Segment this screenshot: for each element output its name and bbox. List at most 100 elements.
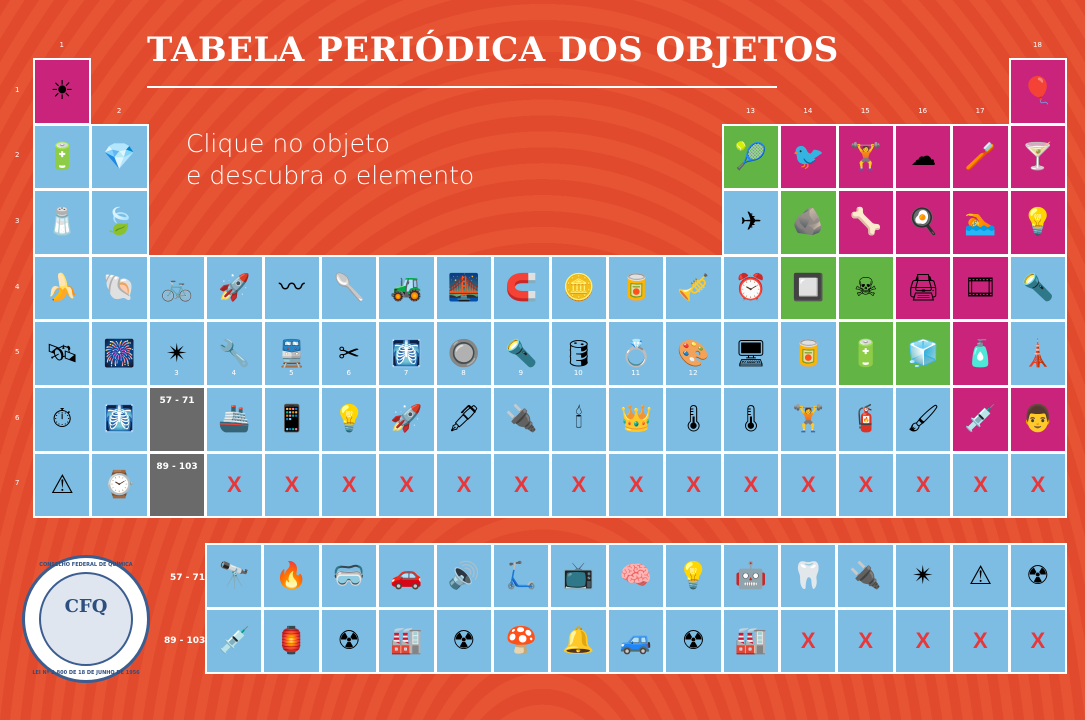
element-cell[interactable]: ☀ — [33, 58, 92, 125]
element-cell[interactable]: 🍌 — [33, 254, 92, 322]
element-cell[interactable]: 📱 — [262, 386, 321, 453]
f-block-element-cell[interactable]: 🔌 — [836, 543, 895, 609]
element-cell[interactable]: 🥫 — [607, 254, 666, 322]
element-cell[interactable]: 🧂 — [33, 189, 92, 256]
f-block-element-cell[interactable]: ☢ — [1008, 543, 1067, 609]
f-block-element-cell[interactable]: ☢ — [434, 608, 493, 674]
element-cell[interactable]: 🏊 — [951, 189, 1010, 256]
f-block-element-cell[interactable]: 🏭 — [721, 608, 780, 674]
element-cell[interactable]: 🕯 — [549, 386, 608, 453]
element-cell[interactable]: ⏱ — [33, 386, 92, 453]
element-cell[interactable]: ⚠ — [33, 451, 92, 519]
element-cell[interactable]: 🔘 — [434, 320, 494, 387]
f-block-element-cell[interactable]: ☢ — [664, 608, 723, 674]
f-block-element-cell[interactable]: 🚙 — [606, 608, 666, 674]
f-block-element-cell[interactable]: 🤖 — [721, 543, 780, 609]
element-cell[interactable]: 🧲 — [492, 254, 551, 322]
element-cell[interactable]: ✴ — [147, 320, 207, 387]
element-cell[interactable]: 🎨 — [664, 320, 723, 387]
element-cell[interactable]: 🔧 — [205, 320, 264, 387]
element-cell[interactable]: 🌉 — [434, 254, 494, 322]
element-cell[interactable]: 🩻 — [377, 320, 436, 387]
element-cell[interactable]: 🎾 — [721, 123, 781, 191]
element-cell[interactable]: 🛰 — [33, 320, 92, 387]
element-cell[interactable]: 🚆 — [262, 320, 321, 387]
element-cell[interactable]: 🔋 — [836, 320, 895, 387]
element-cell[interactable]: 🐦 — [779, 123, 838, 191]
element-cell[interactable]: 🚜 — [377, 254, 436, 322]
element-cell[interactable]: ⏰ — [721, 254, 781, 322]
element-cell[interactable]: ✂ — [320, 320, 379, 387]
element-cell[interactable]: 💡 — [320, 386, 379, 453]
f-block-element-cell[interactable]: 🔭 — [205, 543, 264, 609]
element-cell[interactable]: 🚀 — [205, 254, 264, 322]
f-block-element-cell[interactable]: ✴ — [893, 543, 953, 609]
element-cell[interactable]: 🎞 — [951, 254, 1010, 322]
element-cell[interactable]: 🌡 — [664, 386, 723, 453]
element-cell[interactable]: 〰 — [262, 254, 321, 322]
f-block-element-cell[interactable]: 🔊 — [434, 543, 493, 609]
element-cell[interactable]: 🖥 — [721, 320, 781, 387]
element-cell[interactable]: 🚀 — [377, 386, 436, 453]
element-cell[interactable]: 🍃 — [90, 189, 149, 256]
element-cell[interactable]: 🍸 — [1008, 123, 1068, 191]
f-block-element-cell[interactable]: 🔥 — [262, 543, 321, 609]
element-cell[interactable]: 🥄 — [320, 254, 379, 322]
brain-scan-icon: 🧠 — [619, 561, 653, 591]
element-cell[interactable]: 🧊 — [894, 320, 953, 387]
element-cell[interactable]: 🎺 — [664, 254, 723, 322]
element-cell[interactable]: 🏋 — [779, 386, 838, 453]
element-cell[interactable]: 🪥 — [951, 123, 1010, 191]
element-cell[interactable]: 💉 — [951, 386, 1010, 453]
element-cell[interactable]: 🌡 — [721, 386, 781, 453]
element-cell[interactable]: 👑 — [607, 386, 666, 453]
element-cell[interactable]: 🔦 — [492, 320, 551, 387]
f-block-element-cell[interactable]: 🔔 — [549, 608, 608, 674]
element-cell[interactable]: 💍 — [607, 320, 666, 387]
element-cell[interactable]: ✈ — [721, 189, 781, 256]
element-cell[interactable]: ⌚ — [90, 451, 149, 519]
element-cell[interactable]: 🚲 — [147, 254, 207, 322]
f-block-element-cell[interactable]: 🏮 — [262, 608, 321, 674]
element-cell[interactable]: 🪨 — [779, 189, 838, 256]
f-block-element-cell[interactable]: 🚗 — [377, 543, 436, 609]
element-cell[interactable]: 🖨 — [894, 254, 953, 322]
element-cell[interactable]: 🔦 — [1008, 254, 1068, 322]
element-cell[interactable]: 🔌 — [492, 386, 551, 453]
element-cell[interactable]: 🧴 — [951, 320, 1010, 387]
element-cell[interactable]: 🥫 — [779, 320, 838, 387]
element-cell[interactable]: 🦴 — [836, 189, 895, 256]
element-cell[interactable]: 🪙 — [549, 254, 608, 322]
element-cell[interactable]: 👨 — [1008, 386, 1068, 453]
element-cell[interactable]: 💎 — [90, 123, 149, 191]
element-cell[interactable]: 🛢 — [549, 320, 608, 387]
f-block-element-cell[interactable]: 📺 — [549, 543, 608, 609]
element-cell[interactable]: 🖋 — [434, 386, 494, 453]
f-block-element-cell[interactable]: 🛴 — [492, 543, 551, 609]
element-cell[interactable]: 🎈 — [1008, 58, 1068, 125]
element-cell[interactable]: 🩻 — [90, 386, 149, 453]
f-block-element-cell[interactable]: 💉 — [205, 608, 264, 674]
f-block-element-cell[interactable]: ⚠ — [951, 543, 1010, 609]
f-block-element-cell[interactable]: 🦷 — [779, 543, 838, 609]
element-cell[interactable]: 🧯 — [836, 386, 895, 453]
element-cell[interactable]: 🍳 — [894, 189, 953, 256]
f-block-element-cell[interactable]: ☢ — [319, 608, 379, 674]
f-block-element-cell[interactable]: 💡 — [664, 543, 723, 609]
element-cell[interactable]: 🚢 — [205, 386, 264, 453]
fluorescent-lamp-icon: 💡 — [677, 561, 710, 591]
element-cell[interactable]: 🗼 — [1008, 320, 1068, 387]
f-block-element-cell[interactable]: 🍄 — [492, 608, 551, 674]
element-cell[interactable]: 🎆 — [90, 320, 149, 387]
element-cell[interactable]: 🐚 — [90, 254, 149, 322]
element-cell[interactable]: 🔋 — [33, 123, 92, 191]
element-cell[interactable]: 💡 — [1008, 189, 1068, 256]
element-cell[interactable]: 🔲 — [779, 254, 838, 322]
f-block-element-cell[interactable]: 🧠 — [606, 543, 666, 609]
element-cell[interactable]: 🖌 — [894, 386, 953, 453]
element-cell[interactable]: ☠ — [836, 254, 895, 322]
element-cell[interactable]: 🏋 — [836, 123, 895, 191]
element-cell[interactable]: ☁ — [894, 123, 953, 191]
f-block-element-cell[interactable]: 🏭 — [377, 608, 436, 674]
f-block-element-cell[interactable]: 🥽 — [319, 543, 379, 609]
